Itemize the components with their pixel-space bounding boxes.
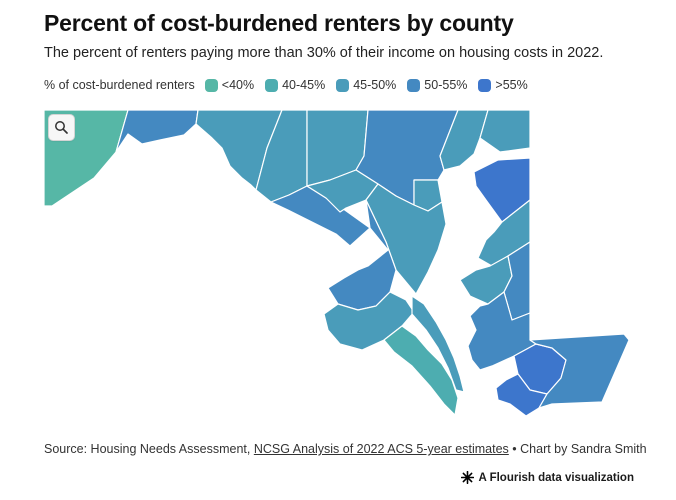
flourish-star-icon <box>460 471 474 484</box>
legend-label-lt40: <40% <box>221 78 255 92</box>
legend-swatch-gt55 <box>478 78 492 92</box>
maryland-counties-svg <box>43 109 630 417</box>
county-montgomery[interactable] <box>270 185 371 247</box>
flourish-attribution[interactable]: A Flourish data visualization <box>460 471 635 484</box>
county-calvert[interactable] <box>411 295 465 393</box>
legend-label-45-50: 45-50% <box>353 78 397 92</box>
legend-swatch-lt40 <box>204 78 218 92</box>
page-title: Percent of cost-burdened renters by coun… <box>44 10 514 36</box>
legend-swatch-40-45 <box>265 78 279 92</box>
source-suffix: • Chart by Sandra Smith <box>508 442 647 456</box>
legend-swatch-45-50 <box>336 78 350 92</box>
county-cecil[interactable] <box>479 109 531 153</box>
legend-item-40-45: 40-45% <box>265 78 325 92</box>
magnifier-icon <box>55 121 68 134</box>
legend-item-lt40: <40% <box>204 78 255 92</box>
source-prefix: Source: Housing Needs Assessment, <box>44 442 254 456</box>
legend-label-40-45: 40-45% <box>282 78 326 92</box>
legend-title: % of cost-burdened renters <box>44 78 195 92</box>
county-allegany[interactable] <box>115 109 199 153</box>
legend-item-gt55: >55% <box>478 78 528 92</box>
page-subtitle: The percent of renters paying more than … <box>44 45 604 61</box>
choropleth-map <box>40 108 640 432</box>
county-somerset[interactable] <box>495 373 548 417</box>
legend-label-gt55: >55% <box>495 78 528 92</box>
legend: % of cost-burdened renters <40% 40-45% 4… <box>44 78 539 92</box>
source-line: Source: Housing Needs Assessment, NCSG A… <box>44 442 647 456</box>
source-link[interactable]: NCSG Analysis of 2022 ACS 5-year estimat… <box>253 442 509 456</box>
legend-item-50-55: 50-55% <box>407 78 467 92</box>
map-zoom-button[interactable] <box>48 114 75 141</box>
legend-item-45-50: 45-50% <box>336 78 396 92</box>
county-prince-georges[interactable] <box>327 199 397 311</box>
county-st-marys[interactable] <box>383 325 459 416</box>
legend-swatch-50-55 <box>407 78 421 92</box>
flourish-attribution-text: A Flourish data visualization <box>478 471 635 484</box>
county-worcester[interactable] <box>529 333 630 409</box>
legend-label-50-55: 50-55% <box>424 78 468 92</box>
county-dorchester[interactable] <box>467 291 537 371</box>
